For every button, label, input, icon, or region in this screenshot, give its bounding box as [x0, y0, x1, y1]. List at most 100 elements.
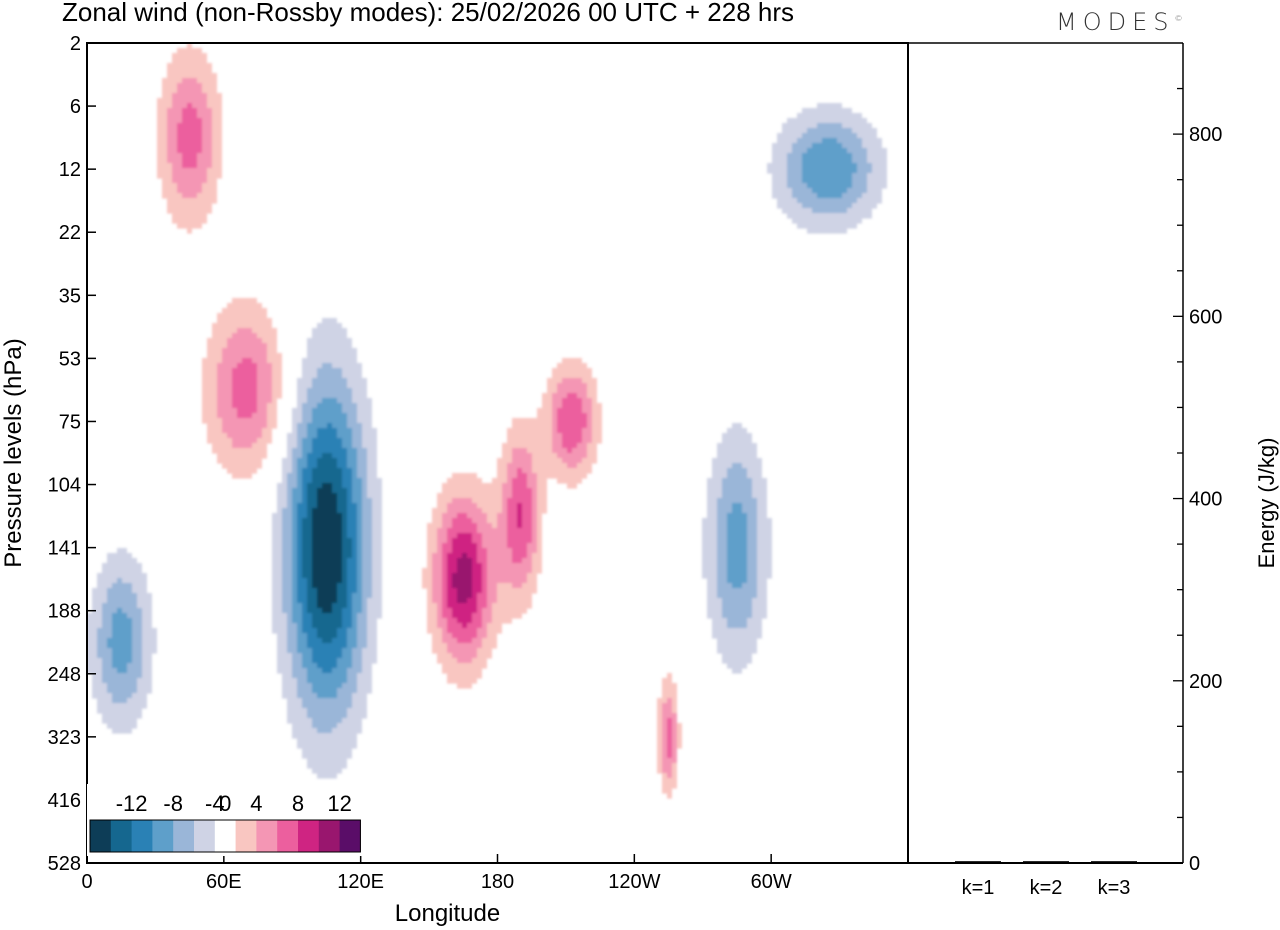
field-cell [137, 678, 152, 684]
field-cell [342, 373, 362, 379]
field-cell [437, 548, 442, 554]
field-cell [272, 578, 282, 584]
field-cell [522, 508, 532, 514]
energy-bar-k1 [955, 861, 1001, 863]
field-cell [717, 568, 727, 574]
field-cell [442, 488, 502, 494]
field-cell [272, 593, 282, 599]
field-cell [847, 208, 872, 214]
colorbar-swatch [318, 820, 340, 852]
field-cell [767, 163, 787, 169]
field-cell [297, 683, 312, 689]
field-cell [442, 518, 452, 524]
field-cell [812, 188, 847, 194]
field-cell [297, 648, 312, 654]
field-cell [107, 553, 132, 559]
field-cell [452, 518, 472, 524]
field-cell [517, 473, 527, 479]
field-cell [747, 553, 757, 559]
field-cell [872, 168, 887, 174]
field-cell [552, 373, 592, 379]
logo-text: MODES [1056, 8, 1175, 36]
field-cell [662, 723, 667, 729]
field-cell [717, 453, 757, 459]
field-cell [712, 468, 727, 474]
field-cell [212, 133, 222, 139]
field-cell [107, 558, 137, 564]
field-cell [312, 618, 342, 624]
field-cell [817, 193, 842, 199]
field-cell [772, 173, 787, 179]
field-cell [787, 118, 867, 124]
field-cell [342, 613, 352, 619]
field-cell [482, 573, 487, 579]
field-cell [482, 643, 497, 649]
x-tick-label: 60W [751, 871, 792, 893]
field-cell [662, 788, 672, 794]
field-cell [487, 568, 532, 574]
field-cell [287, 498, 292, 504]
field-cell [332, 638, 347, 644]
field-cell [142, 648, 157, 654]
field-cell [537, 498, 547, 504]
x-tick-label: 120W [608, 871, 660, 893]
field-cell [487, 548, 512, 554]
colorbar-label: 0 [219, 791, 231, 816]
field-cell [297, 463, 307, 469]
field-cell [202, 123, 212, 129]
field-cell [747, 473, 762, 479]
field-cell [867, 188, 882, 194]
field-cell [292, 518, 297, 524]
field-cell [472, 613, 482, 619]
field-cell [757, 578, 767, 584]
field-cell [352, 693, 367, 699]
field-cell [507, 463, 532, 469]
field-cell [132, 653, 142, 659]
field-cell [317, 598, 337, 604]
field-cell [727, 523, 747, 529]
field-cell [347, 508, 357, 514]
field-cell [432, 563, 442, 569]
field-cell [302, 498, 307, 504]
field-cell [757, 568, 772, 574]
field-cell [197, 153, 212, 159]
field-cell [727, 623, 747, 629]
field-cell [662, 773, 667, 779]
field-cell [352, 648, 362, 654]
field-cell [342, 403, 357, 409]
field-cell [752, 603, 767, 609]
field-cell [342, 563, 347, 569]
field-cell [212, 138, 222, 144]
field-cell [372, 523, 382, 529]
field-cell [552, 413, 557, 419]
field-cell [662, 728, 667, 734]
field-cell [777, 198, 797, 204]
field-cell [297, 508, 307, 514]
field-cell [177, 138, 202, 144]
field-cell [537, 488, 547, 494]
field-cell [312, 478, 342, 484]
field-cell [542, 403, 552, 409]
field-cell [432, 513, 442, 519]
field-cell [742, 508, 757, 514]
field-cell [672, 718, 677, 724]
field-cell [667, 738, 672, 744]
field-cell [337, 633, 347, 639]
field-cell [547, 388, 557, 394]
field-cell [312, 543, 342, 549]
field-cell [437, 658, 457, 664]
field-cell [427, 608, 437, 614]
field-cell [232, 398, 257, 404]
field-cell [302, 563, 312, 569]
field-cell [457, 618, 472, 624]
field-cell [302, 413, 312, 419]
field-cell [297, 403, 302, 409]
field-cell [332, 423, 347, 429]
field-cell [87, 613, 102, 619]
field-cell [432, 598, 442, 604]
field-cell [427, 598, 432, 604]
field-cell [107, 593, 137, 599]
field-cell [217, 408, 237, 414]
field-cell [292, 618, 302, 624]
field-cell [872, 163, 887, 169]
